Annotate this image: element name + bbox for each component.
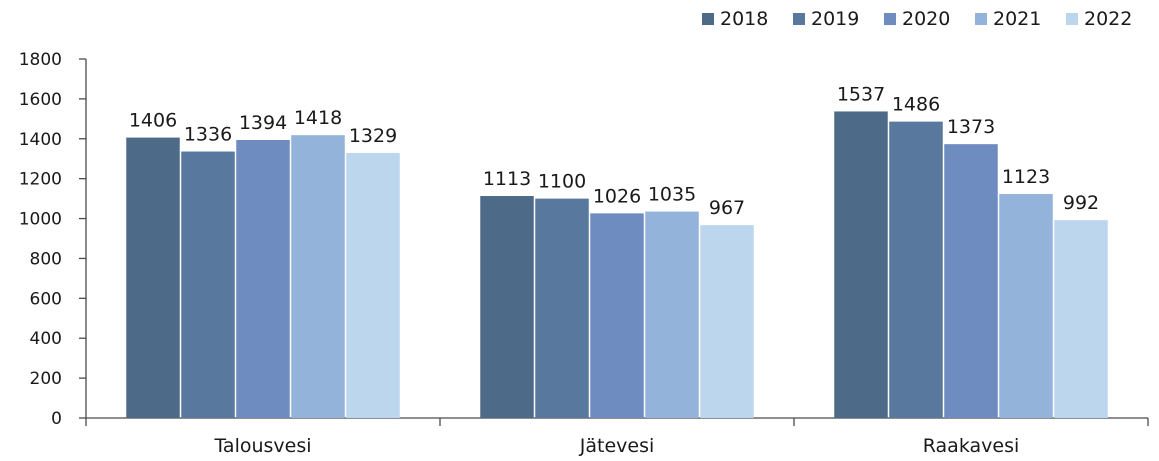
bar-2022-raakavesi (1054, 220, 1108, 418)
bar-2020-jätevesi (590, 213, 644, 418)
legend-swatch (793, 13, 805, 25)
x-category-label: Jätevesi (579, 435, 655, 457)
y-tick-label: 1200 (19, 170, 62, 190)
data-label: 1537 (837, 83, 885, 105)
data-label: 1486 (892, 94, 940, 116)
data-label: 1113 (483, 168, 531, 190)
data-label: 1394 (239, 112, 287, 134)
data-label: 1329 (349, 125, 397, 147)
bar-2020-raakavesi (944, 144, 998, 418)
legend-swatch (1066, 13, 1078, 25)
legend-label: 2020 (902, 8, 950, 30)
y-tick-label: 400 (30, 329, 62, 349)
y-tick-label: 1000 (19, 210, 62, 230)
legend-label: 2019 (811, 8, 859, 30)
data-label: 1026 (593, 185, 641, 207)
legend: 2018 2019 2020 2021 2022 (702, 8, 1132, 30)
x-category-label: Talousvesi (213, 435, 311, 457)
bar-2020-talousvesi (236, 139, 290, 419)
bar-2018-raakavesi (834, 111, 888, 418)
y-tick-label: 600 (30, 289, 62, 309)
bars (126, 111, 1108, 419)
legend-swatch (975, 13, 987, 25)
data-label: 1406 (129, 110, 177, 132)
legend-swatch (884, 13, 896, 25)
y-axis: 0 200 400 600 800 1000 1200 1400 1600 1800 (19, 50, 87, 429)
data-label: 1035 (648, 184, 696, 206)
y-tick-label: 1800 (19, 50, 62, 70)
data-label: 992 (1063, 192, 1099, 214)
bar-2019-raakavesi (889, 121, 943, 419)
legend-label: 2021 (993, 8, 1041, 30)
bar-2018-jätevesi (480, 196, 534, 418)
x-axis: Talousvesi Jätevesi Raakavesi (85, 417, 1149, 457)
y-tick-label: 1600 (19, 90, 62, 110)
legend-swatch (702, 13, 714, 25)
data-label: 967 (709, 197, 745, 219)
bar-2018-talousvesi (126, 137, 180, 418)
x-category-label: Raakavesi (923, 435, 1020, 457)
bar-2021-raakavesi (999, 194, 1053, 418)
data-label: 1418 (294, 107, 342, 129)
y-tick-label: 0 (51, 409, 62, 429)
data-label: 1336 (184, 124, 232, 146)
data-label: 1123 (1002, 166, 1050, 188)
y-tick-label: 800 (30, 249, 62, 269)
data-label: 1100 (538, 171, 586, 193)
bar-2019-talousvesi (181, 151, 235, 418)
data-label: 1373 (947, 116, 995, 138)
data-labels: 1406 1336 1394 1418 1329 1113 1100 1026 1035 967 1… (129, 83, 1099, 219)
bar-2021-talousvesi (291, 135, 345, 418)
bar-2022-jätevesi (700, 225, 754, 418)
bar-2019-jätevesi (535, 198, 589, 418)
y-tick-label: 200 (30, 369, 62, 389)
legend-label: 2018 (720, 8, 768, 30)
bar-2021-jätevesi (645, 211, 699, 418)
bar-2022-talousvesi (346, 152, 400, 418)
y-tick-label: 1400 (19, 130, 62, 150)
legend-label: 2022 (1084, 8, 1132, 30)
